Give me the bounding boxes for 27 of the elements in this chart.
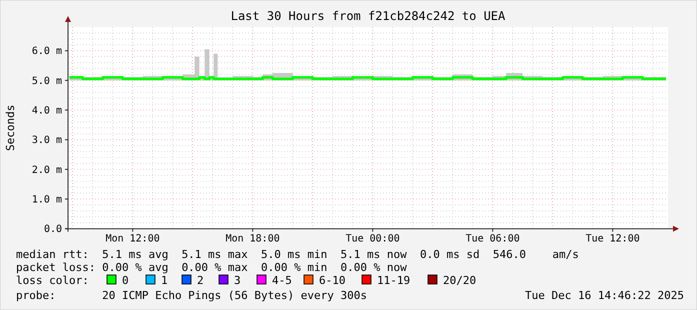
y-axis-title: Seconds: [4, 104, 17, 152]
legend-label: 11-19: [377, 274, 410, 287]
legend-label: 3: [234, 274, 241, 287]
y-tick-label: 0.0: [44, 224, 62, 236]
y-tick-label: 3.0 m: [32, 135, 62, 146]
x-tick-label: Tue 00:00: [346, 234, 400, 245]
x-tick-label: Mon 18:00: [226, 234, 280, 245]
legend-label: 0: [122, 274, 129, 287]
legend-label: 20/20: [443, 274, 476, 287]
text: packet loss: 0.00 % avg 0.00 % max 0.00 % min 0.00 % now: [16, 261, 408, 274]
legend-title: loss color:: [16, 274, 89, 287]
legend-label: 6-10: [319, 274, 346, 287]
chart-title: Last 30 Hours from f21cb284c242 to UEA: [230, 9, 506, 23]
y-tick-label: 5.0 m: [32, 76, 62, 87]
x-tick-label: Tue 06:00: [466, 234, 520, 245]
text: Tue Dec 16 14:46:22 2025: [525, 289, 684, 302]
x-tick-label: Tue 12:00: [586, 234, 640, 245]
y-tick-label: 4.0 m: [32, 106, 62, 117]
legend-label: 2: [197, 274, 204, 287]
y-tick-label: 6.0 m: [32, 46, 62, 58]
legend-label: 1: [161, 274, 168, 287]
text: median rtt: 5.1 ms avg 5.1 ms max 5.0 ms min 5.1 ms now 0.0 ms sd 546.0 am/s: [16, 248, 579, 261]
x-tick-label: Mon 12:00: [106, 234, 160, 245]
y-tick-label: 1.0 m: [32, 194, 62, 206]
y-tick-label: 2.0 m: [32, 164, 62, 176]
text: probe: 20 ICMP Echo Pings (56 Bytes) every 300s: [16, 289, 367, 302]
legend-label: 4-5: [272, 274, 292, 287]
